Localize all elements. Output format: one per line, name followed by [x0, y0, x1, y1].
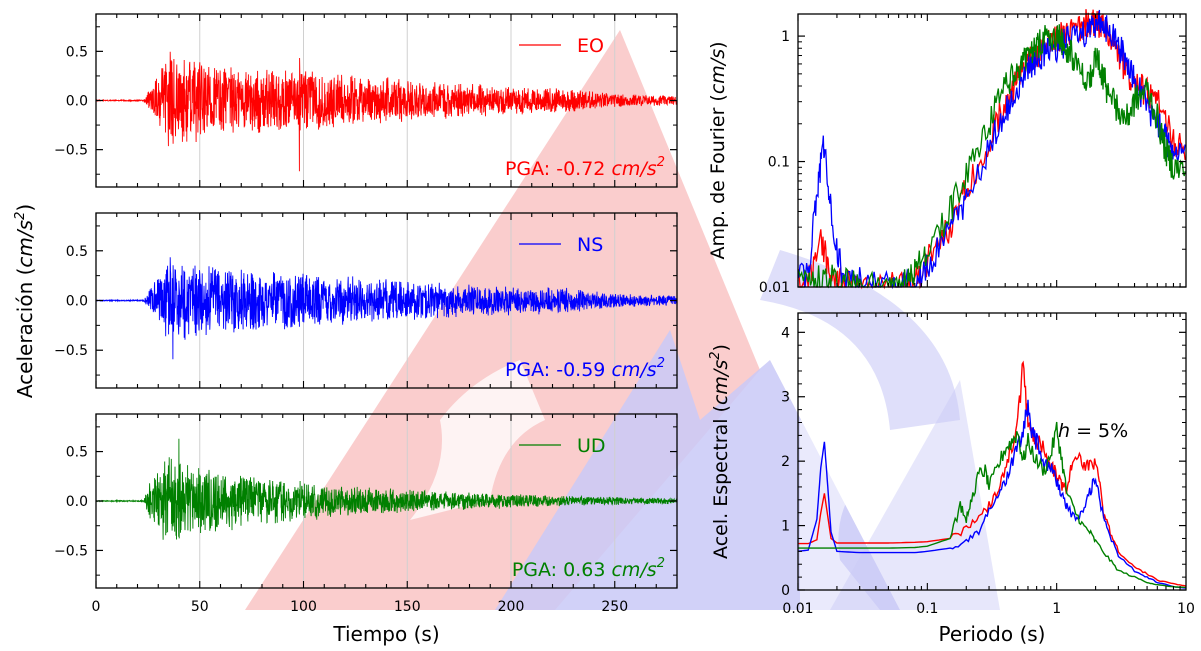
damping-text: = 5%	[1070, 420, 1128, 442]
y-tick-label: 0.01	[759, 280, 790, 296]
shared-ylabel-text: Aceleración	[13, 282, 37, 398]
panel-fourier-amplitude: 0.01 0.1 1 Amp. de Fourier (cm/s)	[707, 9, 1187, 296]
y-axis-label-unit: cm/s	[707, 49, 729, 94]
y-axis-label-unit: cm/s	[710, 360, 732, 405]
series-line-ns	[95, 257, 678, 360]
y-tick-label: 1	[781, 29, 790, 45]
y-tick-label: 0.0	[66, 94, 88, 110]
shared-ylabel-paren-open: (	[13, 268, 37, 282]
x-tick-label: 0	[92, 599, 101, 615]
x-tick-label: 0.01	[782, 601, 813, 617]
pga-unit: cm/s	[611, 158, 656, 180]
panel-eo-acceleration: 0.5 0.0 −0.5 EO PGA: -0.72 cm/s2	[54, 13, 678, 188]
panel-spectral-acceleration: 0 1 2 3 4 0.01 0.1 1 10 Periodo (s) Acel. Espectra…	[708, 312, 1195, 646]
shared-ylabel-exponent: 2	[13, 212, 28, 220]
y-axis-label-exponent: 2	[708, 351, 723, 359]
damping-annotation: h = 5%	[1058, 420, 1128, 442]
x-axis-label: Tiempo (s)	[332, 622, 439, 646]
y-axis-label-close: )	[707, 41, 729, 48]
y-tick-label: 0.1	[768, 155, 790, 171]
x-axis-label: Periodo (s)	[939, 622, 1046, 646]
y-tick-label: 0.5	[66, 244, 88, 260]
pga-unit: cm/s	[611, 559, 656, 581]
fourier-series-line	[797, 24, 1186, 289]
x-tick-label: 1	[1052, 601, 1061, 617]
pga-unit: cm/s	[611, 359, 656, 381]
legend-label: NS	[577, 234, 603, 256]
x-tick-label: 200	[498, 599, 525, 615]
y-tick-label: 3	[781, 390, 790, 406]
y-tick-label: 0.0	[66, 494, 88, 510]
pga-exponent: 2	[657, 356, 665, 371]
y-tick-label: −0.5	[54, 143, 88, 159]
y-axis-label-close: )	[710, 344, 732, 351]
fourier-series-line	[797, 9, 1186, 290]
pga-annotation: PGA: -0.59 cm/s2	[505, 356, 665, 381]
panel-ud-acceleration: 0.5 0.0 −0.5 0 50 100 150 200 250 Tiempo (s) UD PGA…	[54, 413, 678, 646]
y-tick-label: 0	[781, 583, 790, 599]
series-line-eo	[95, 51, 678, 172]
pga-exponent: 2	[657, 155, 665, 170]
y-tick-label: −0.5	[54, 343, 88, 359]
y-tick-label: 2	[781, 454, 790, 470]
x-tick-label: 150	[394, 599, 421, 615]
y-tick-label: 0.5	[66, 44, 88, 60]
y-tick-label: 0.0	[66, 294, 88, 310]
y-axis-label: Acel. Espectral (cm/s2)	[708, 344, 732, 559]
y-tick-label: 0.5	[66, 445, 88, 461]
axes-frame	[797, 13, 1187, 288]
x-tick-label: 100	[290, 599, 317, 615]
y-tick-label: 1	[781, 519, 790, 535]
spectral-series-line	[797, 399, 1187, 589]
x-tick-label: 0.1	[916, 601, 938, 617]
x-tick-label: 10	[1177, 601, 1195, 617]
series-line-ud	[95, 438, 678, 540]
pga-annotation: PGA: -0.72 cm/s2	[505, 155, 665, 180]
y-axis-label-text: Amp. de Fourier (	[707, 94, 729, 259]
legend-label: UD	[577, 435, 606, 457]
shared-ylabel: Aceleración (cm/s2)	[13, 204, 37, 398]
pga-prefix: PGA: 0.63	[512, 559, 612, 581]
x-tick-label: 50	[191, 599, 209, 615]
pga-annotation: PGA: 0.63 cm/s2	[512, 556, 665, 581]
y-axis-label: Amp. de Fourier (cm/s)	[707, 41, 729, 259]
axes-frame	[797, 312, 1187, 591]
pga-prefix: PGA: -0.59	[505, 359, 612, 381]
shared-ylabel-unit: cm/s	[13, 220, 37, 268]
panel-ns-acceleration: 0.5 0.0 −0.5 NS PGA: -0.59 cm/s2	[54, 212, 678, 389]
shared-ylabel-paren-close: )	[13, 204, 37, 212]
legend-label: EO	[577, 35, 604, 57]
y-tick-label: 4	[781, 325, 790, 341]
y-axis-label-text: Acel. Espectral (	[710, 405, 732, 559]
pga-prefix: PGA: -0.72	[505, 158, 612, 180]
spectral-series-line	[798, 421, 1187, 589]
spectral-series-line	[798, 360, 1187, 587]
watermark-logo	[245, 30, 1000, 610]
x-tick-label: 250	[601, 599, 628, 615]
pga-exponent: 2	[657, 556, 665, 571]
y-tick-label: −0.5	[54, 543, 88, 559]
damping-symbol: h	[1058, 420, 1070, 442]
